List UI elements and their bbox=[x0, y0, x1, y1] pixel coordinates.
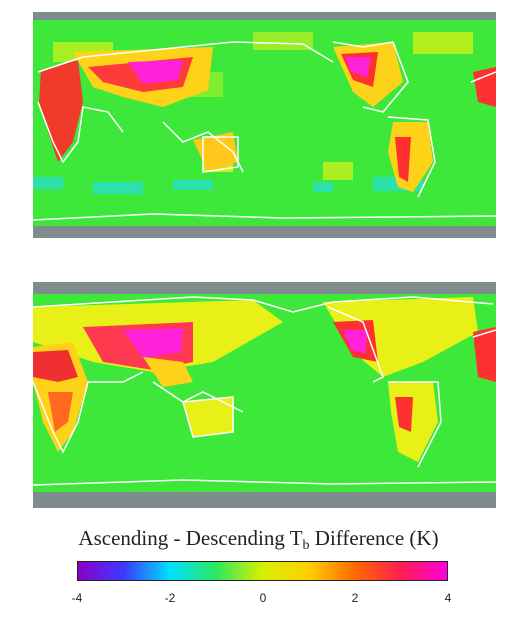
colorbar-tick-neg4: -4 bbox=[71, 591, 83, 605]
colorbar-tick-0: 0 bbox=[259, 591, 267, 605]
colorbar-title: Ascending - Descending Tb Difference (K) bbox=[0, 526, 517, 554]
map-bottom-panel bbox=[33, 282, 496, 508]
colorbar-tick-4: 4 bbox=[444, 591, 452, 605]
map-bottom-image bbox=[33, 282, 496, 508]
colorbar-tick-neg2: -2 bbox=[164, 591, 176, 605]
map-top-image bbox=[33, 12, 496, 238]
colorbar-title-suffix: Difference (K) bbox=[309, 526, 439, 550]
colorbar bbox=[77, 561, 448, 581]
colorbar-title-subscript: b bbox=[302, 538, 310, 553]
colorbar-title-main: Ascending - Descending T bbox=[78, 526, 303, 550]
map-top-panel bbox=[33, 12, 496, 238]
colorbar-tick-2: 2 bbox=[351, 591, 359, 605]
